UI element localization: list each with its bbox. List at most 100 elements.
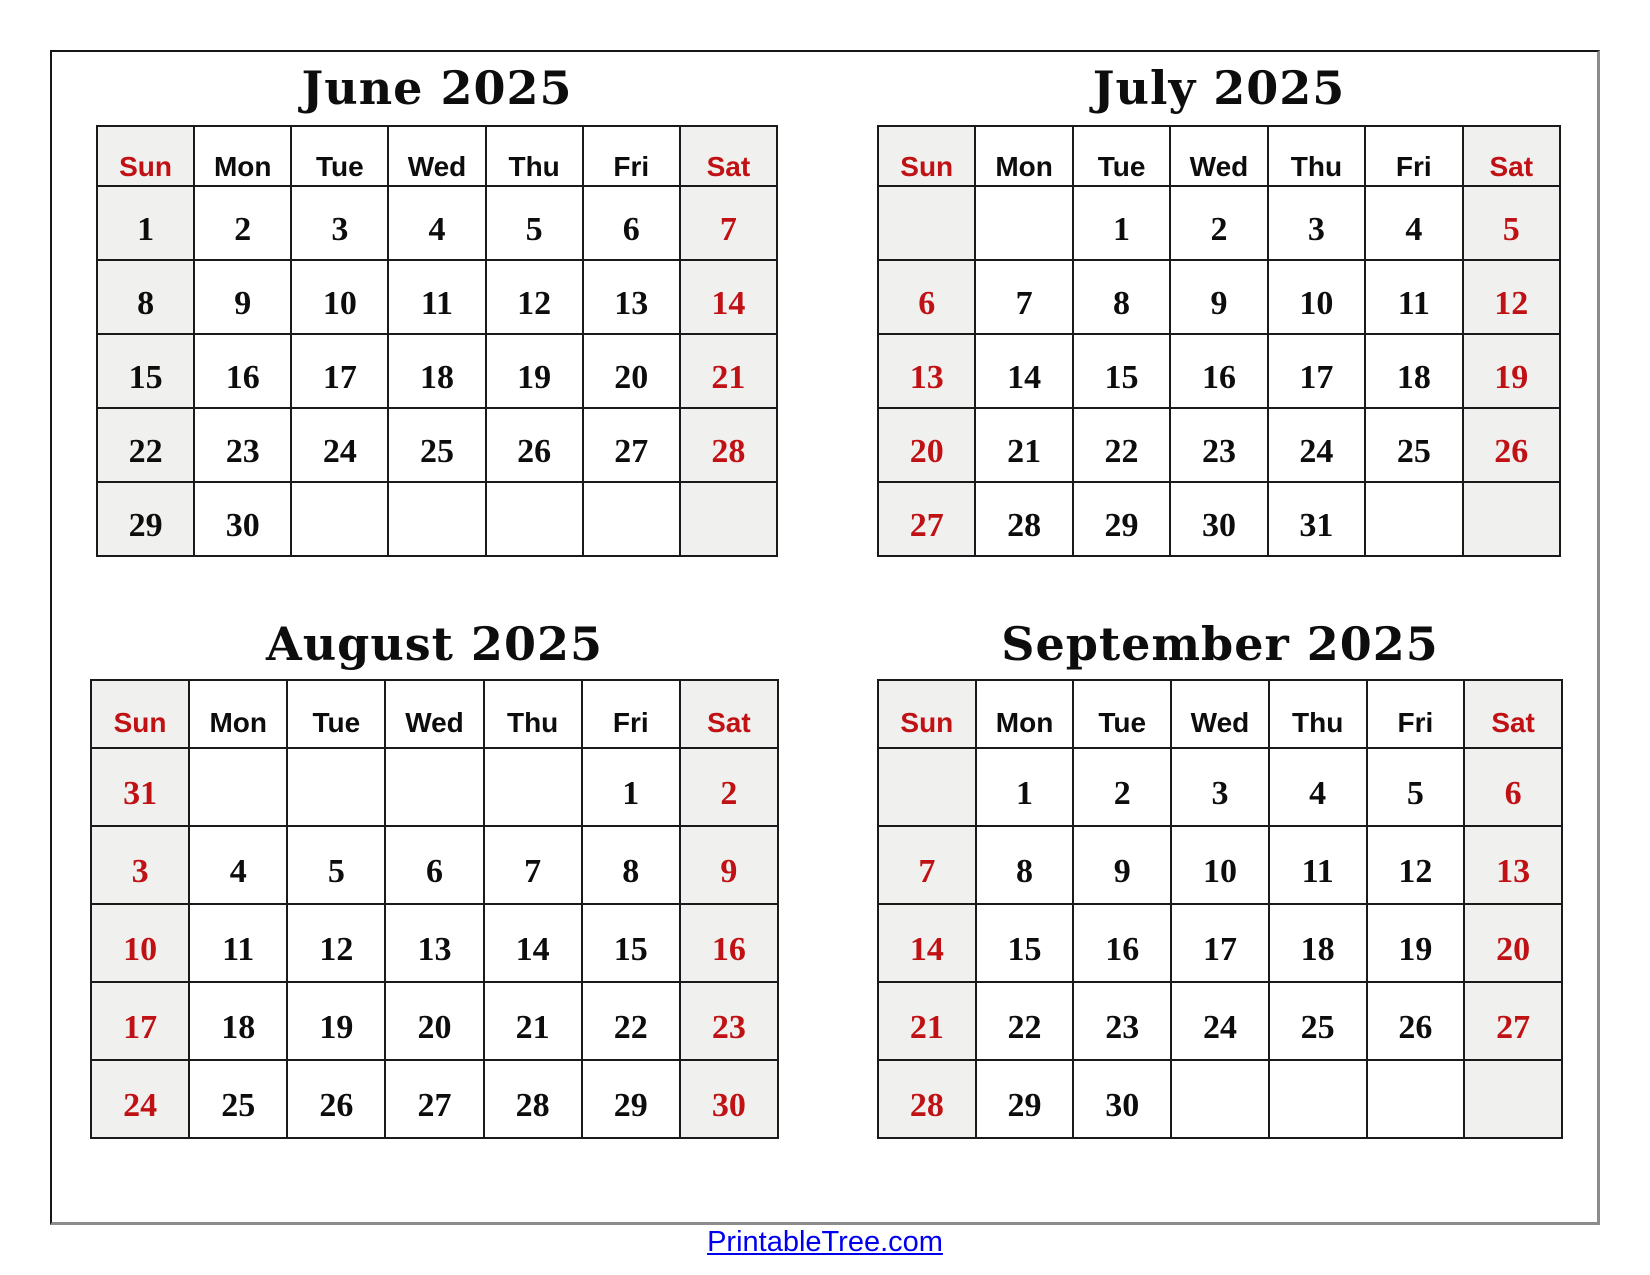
day-cell: 9 (193, 259, 293, 335)
empty-cell (1463, 1059, 1563, 1139)
day-cell: 30 (1072, 1059, 1173, 1139)
day-cell: 26 (484, 407, 584, 483)
day-cell: 23 (193, 407, 293, 483)
day-cell: 3 (290, 185, 390, 261)
day-cell: 8 (95, 259, 196, 335)
day-cell: 15 (95, 333, 196, 409)
weekday-header-thu: Thu (482, 679, 583, 749)
weekday-header-thu: Thu (484, 125, 584, 187)
day-cell: 10 (1266, 259, 1367, 335)
day-cell: 17 (290, 333, 390, 409)
day-cell: 4 (1364, 185, 1464, 261)
day-cell: 24 (89, 1059, 191, 1139)
day-cell: 29 (974, 1059, 1075, 1139)
day-cell: 27 (384, 1059, 485, 1139)
weekday-header-row: Sun Mon Tue Wed Thu Fri Sat (95, 125, 779, 187)
weekday-header-tue: Tue (1072, 679, 1173, 749)
day-cell: 2 (193, 185, 293, 261)
day-cell: 18 (1364, 333, 1464, 409)
day-cell: 26 (1461, 407, 1562, 483)
empty-cell (876, 185, 977, 261)
day-cell: 22 (1071, 407, 1172, 483)
day-cell: 21 (877, 981, 977, 1061)
day-cell: 24 (1170, 981, 1270, 1061)
day-cell: 26 (286, 1059, 387, 1139)
day-cell: 22 (580, 981, 681, 1061)
day-cell: 27 (1463, 981, 1563, 1061)
day-cell: 1 (1071, 185, 1172, 261)
weekday-header-fri: Fri (580, 679, 681, 749)
empty-cell (286, 747, 387, 827)
day-cell: 23 (678, 981, 780, 1061)
day-cell: 28 (877, 1059, 977, 1139)
day-cell: 14 (877, 903, 977, 983)
empty-cell (1365, 1059, 1466, 1139)
day-cell: 10 (1170, 825, 1270, 905)
calendar-table-june: Sun Mon Tue Wed Thu Fri Sat 1 2 3 4 5 6 7 8 9 10 11 12 13 14… (95, 125, 779, 557)
weekday-header-row: Sun Mon Tue Wed Thu Fri Sat (876, 125, 1562, 187)
day-cell: 14 (482, 903, 583, 983)
day-cell: 8 (974, 825, 1075, 905)
month-title-september: September 2025 (1001, 617, 1439, 671)
day-cell: 11 (1267, 825, 1368, 905)
day-cell: 1 (974, 747, 1075, 827)
day-cell: 25 (1267, 981, 1368, 1061)
week-row: 15 16 17 18 19 20 21 (95, 333, 779, 409)
day-cell: 6 (876, 259, 977, 335)
weekday-header-sun: Sun (95, 125, 196, 187)
empty-cell (1364, 481, 1464, 557)
weekday-header-fri: Fri (1365, 679, 1466, 749)
weekday-header-tue: Tue (1071, 125, 1172, 187)
week-row: 27 28 29 30 31 (876, 481, 1562, 557)
empty-cell (482, 747, 583, 827)
day-cell: 30 (1169, 481, 1269, 557)
weekday-header-wed: Wed (387, 125, 487, 187)
day-cell: 4 (1267, 747, 1368, 827)
month-july-2025: July 2025 Sun Mon Tue Wed Thu Fri Sat 1 2 3 4 5 6 7 8 9… (876, 50, 1562, 557)
day-cell: 25 (387, 407, 487, 483)
day-cell: 28 (974, 481, 1074, 557)
calendar-table-july: Sun Mon Tue Wed Thu Fri Sat 1 2 3 4 5 6 7 8 9 10 11 12 13 14… (876, 125, 1562, 557)
day-cell: 27 (581, 407, 681, 483)
day-cell: 14 (678, 259, 779, 335)
empty-cell (1267, 1059, 1368, 1139)
month-title-august: August 2025 (266, 617, 603, 671)
day-cell: 5 (1365, 747, 1466, 827)
day-cell: 25 (188, 1059, 289, 1139)
weekday-header-mon: Mon (974, 679, 1075, 749)
printabletree-link[interactable]: PrintableTree.com (707, 1226, 943, 1258)
day-cell: 2 (1169, 185, 1269, 261)
day-cell: 26 (1365, 981, 1466, 1061)
day-cell: 18 (188, 981, 289, 1061)
day-cell: 20 (384, 981, 485, 1061)
day-cell: 17 (1170, 903, 1270, 983)
day-cell: 20 (1463, 903, 1563, 983)
weekday-header-wed: Wed (1169, 125, 1269, 187)
day-cell: 16 (678, 903, 780, 983)
month-august-2025: August 2025 Sun Mon Tue Wed Thu Fri Sat 31 1 2 3 4 5… (89, 609, 780, 1139)
day-cell: 7 (678, 185, 779, 261)
week-row: 7 8 9 10 11 12 13 (877, 825, 1563, 905)
day-cell: 18 (1267, 903, 1368, 983)
day-cell: 7 (482, 825, 583, 905)
day-cell: 20 (876, 407, 977, 483)
day-cell: 3 (1266, 185, 1367, 261)
day-cell: 15 (1071, 333, 1172, 409)
week-row: 17 18 19 20 21 22 23 (89, 981, 780, 1061)
weekday-header-thu: Thu (1267, 679, 1368, 749)
empty-cell (974, 185, 1074, 261)
day-cell: 21 (974, 407, 1074, 483)
empty-cell (1461, 481, 1562, 557)
week-row: 21 22 23 24 25 26 27 (877, 981, 1563, 1061)
week-row: 13 14 15 16 17 18 19 (876, 333, 1562, 409)
day-cell: 3 (89, 825, 191, 905)
week-row: 14 15 16 17 18 19 20 (877, 903, 1563, 983)
day-cell: 3 (1170, 747, 1270, 827)
empty-cell (387, 481, 487, 557)
day-cell: 13 (581, 259, 681, 335)
day-cell: 7 (974, 259, 1074, 335)
